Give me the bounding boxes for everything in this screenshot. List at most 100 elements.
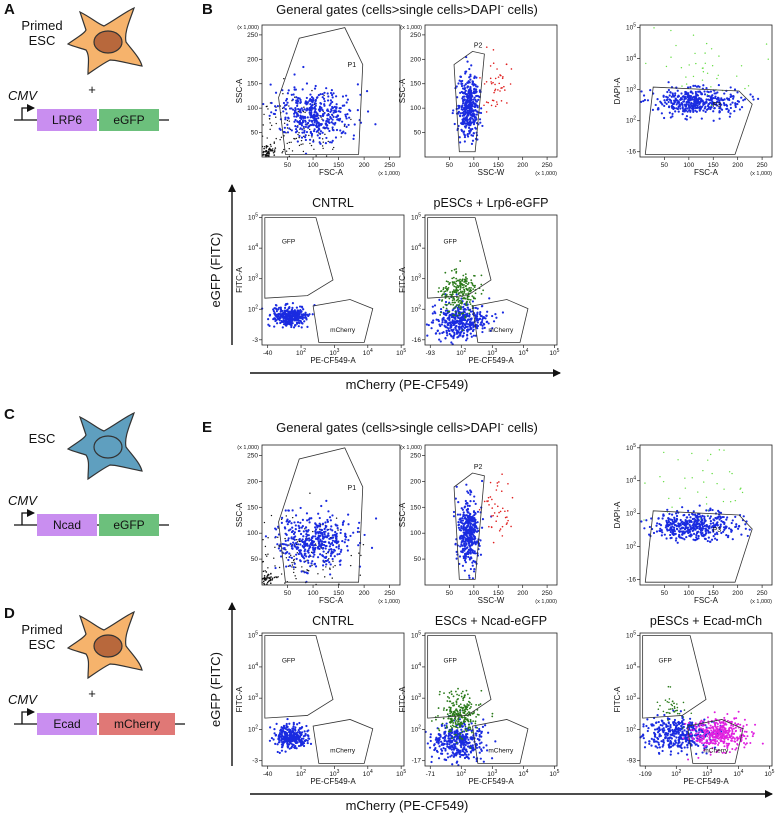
event-dot <box>291 129 293 131</box>
event-dot <box>713 519 715 521</box>
event-dot <box>325 142 327 144</box>
event-dot <box>709 508 711 510</box>
event-dot <box>306 572 308 574</box>
event-dot <box>322 93 324 95</box>
event-dot <box>289 741 291 743</box>
event-dot <box>471 732 473 734</box>
event-dot <box>689 64 690 65</box>
event-dot <box>318 94 320 96</box>
event-dot <box>324 521 326 523</box>
cell-name: Primed <box>21 622 62 637</box>
event-dot <box>481 750 483 752</box>
event-dot <box>296 321 298 323</box>
event-dot <box>286 551 288 553</box>
event-dot <box>450 745 452 747</box>
event-dot <box>491 515 493 517</box>
event-dot <box>314 544 316 546</box>
flow-plot: P3-1610210310410550100150200250DAPI-AFSC… <box>613 443 772 605</box>
event-dot <box>706 524 708 526</box>
event-dot <box>296 319 298 321</box>
event-dot <box>326 120 328 122</box>
event-dot <box>275 307 277 309</box>
event-dot <box>459 545 461 547</box>
event-dot <box>693 76 694 77</box>
event-dot <box>665 537 667 539</box>
event-dot <box>512 497 514 499</box>
event-dot <box>429 736 431 738</box>
event-dot <box>714 538 716 540</box>
event-dot <box>690 90 692 92</box>
tick-label: 50 <box>446 590 454 597</box>
tick-label: 250 <box>410 453 421 460</box>
event-dot <box>464 319 466 321</box>
event-dot <box>438 745 440 747</box>
tick-label: 200 <box>247 478 258 485</box>
event-dot <box>660 524 662 526</box>
event-dot <box>266 145 268 147</box>
event-dot <box>274 143 275 144</box>
event-dot <box>300 144 301 145</box>
event-dot <box>290 543 292 545</box>
event-dot <box>307 729 309 731</box>
event-dot <box>707 94 708 95</box>
event-dot <box>475 95 477 97</box>
event-dot <box>462 293 464 295</box>
event-dot <box>461 283 463 285</box>
event-dot <box>301 140 302 141</box>
tick-label: 104 <box>518 348 528 357</box>
event-dot <box>455 271 457 273</box>
event-dot <box>486 311 488 313</box>
event-dot <box>701 515 703 517</box>
gate-label: mCherry <box>330 748 356 755</box>
event-dot <box>339 560 341 562</box>
tick-exp: 3 <box>418 274 421 280</box>
event-dot <box>307 560 309 562</box>
event-dot <box>325 124 327 126</box>
event-dot <box>295 524 297 526</box>
event-dot <box>669 94 671 96</box>
event-dot <box>736 103 738 105</box>
event-dot <box>314 526 316 528</box>
event-dot <box>281 517 283 519</box>
event-dot <box>491 83 493 85</box>
event-dot <box>687 94 689 96</box>
event-dot <box>293 138 294 139</box>
event-dot <box>291 317 293 319</box>
event-dot <box>707 540 709 542</box>
event-dot <box>462 115 464 117</box>
event-dot <box>738 525 740 527</box>
event-dot <box>336 106 338 108</box>
event-dot <box>466 82 468 84</box>
event-dot <box>693 533 695 535</box>
event-dot <box>306 131 308 133</box>
event-dot <box>475 317 477 319</box>
event-dot <box>705 63 706 64</box>
event-dot <box>288 105 289 106</box>
event-dot <box>451 763 453 765</box>
event-dot <box>699 515 701 517</box>
event-dot <box>441 300 443 302</box>
event-dot <box>474 99 476 101</box>
gate <box>265 218 333 299</box>
event-dot <box>705 529 707 531</box>
event-dot <box>477 321 479 323</box>
event-dot <box>325 547 327 549</box>
x-axis-label: FSC-A <box>319 168 344 177</box>
event-dot <box>301 115 303 117</box>
event-dot <box>471 549 473 551</box>
event-dot <box>278 734 280 736</box>
event-dot <box>702 470 703 471</box>
event-dot <box>453 738 455 740</box>
tick-exp: 4 <box>418 243 421 249</box>
event-dot <box>467 532 469 534</box>
event-dot <box>263 114 264 115</box>
event-dot <box>470 303 472 305</box>
event-dot <box>323 533 325 535</box>
event-dot <box>271 515 272 516</box>
event-dot <box>494 512 496 514</box>
event-dot <box>501 473 503 475</box>
event-dot <box>507 483 509 485</box>
event-dot <box>667 517 669 519</box>
event-dot <box>678 535 680 537</box>
panel-label: D <box>4 605 15 622</box>
